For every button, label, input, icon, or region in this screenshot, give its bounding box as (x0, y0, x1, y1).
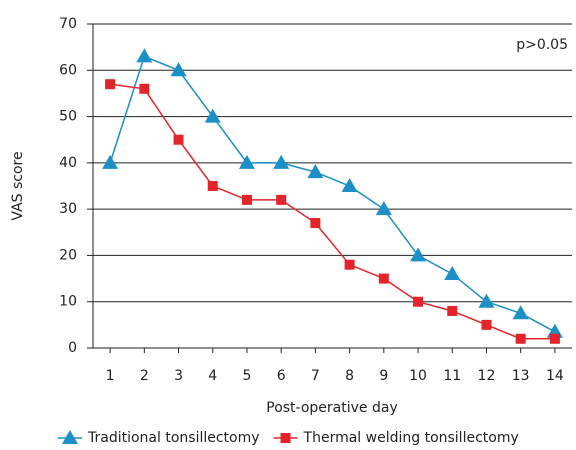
marker (344, 259, 355, 270)
x-tick-label: 11 (443, 368, 461, 384)
marker (273, 154, 290, 169)
y-tick-label: 50 (59, 109, 77, 125)
marker (241, 194, 252, 205)
marker (204, 108, 221, 123)
x-tick-label: 3 (174, 368, 183, 384)
marker (139, 83, 150, 94)
marker (375, 201, 392, 216)
annotation: p>0.05 (516, 37, 568, 53)
y-tick-label: 30 (59, 201, 77, 217)
marker (207, 181, 218, 191)
marker (170, 62, 187, 77)
legend-label: Thermal welding tonsillectomy (303, 430, 519, 446)
marker (481, 319, 492, 330)
marker (307, 164, 324, 179)
x-tick-label: 2 (140, 368, 149, 384)
marker (447, 305, 458, 316)
x-tick-label: 7 (311, 368, 320, 384)
marker (341, 178, 358, 192)
y-axis-label: VAS score (10, 151, 26, 220)
y-tick-label: 20 (59, 247, 77, 263)
marker (444, 265, 461, 280)
marker (478, 293, 495, 308)
marker (549, 333, 560, 344)
x-tick-label: 8 (345, 368, 354, 384)
y-tick-label: 70 (59, 16, 77, 32)
x-tick-label: 14 (546, 368, 564, 384)
x-tick-label: 4 (208, 368, 217, 384)
marker (310, 218, 321, 229)
x-tick-label: 10 (409, 368, 427, 384)
series-line (110, 83, 555, 340)
y-tick-label: 40 (59, 155, 77, 171)
legend-label: Traditional tonsillectomy (87, 430, 260, 446)
x-tick-label: 5 (243, 368, 252, 384)
marker (238, 154, 255, 169)
x-tick-label: 1 (106, 368, 115, 384)
x-tick-label: 6 (277, 368, 286, 384)
x-tick-label: 13 (512, 368, 530, 384)
y-tick-label: 0 (68, 340, 77, 356)
marker (515, 333, 526, 344)
marker (378, 273, 389, 284)
legend-marker (280, 433, 291, 443)
y-tick-label: 10 (59, 294, 77, 310)
legend-marker (62, 430, 78, 444)
marker (136, 48, 153, 63)
x-axis-label: Post-operative day (266, 400, 397, 416)
marker (102, 154, 119, 169)
series-line (109, 55, 556, 333)
marker (276, 194, 287, 205)
x-tick-label: 9 (379, 368, 388, 384)
marker (105, 79, 116, 90)
marker (512, 305, 529, 320)
x-tick-label: 12 (478, 368, 496, 384)
marker (410, 247, 427, 262)
y-tick-label: 60 (59, 62, 77, 78)
marker (173, 134, 184, 145)
marker (413, 296, 424, 307)
